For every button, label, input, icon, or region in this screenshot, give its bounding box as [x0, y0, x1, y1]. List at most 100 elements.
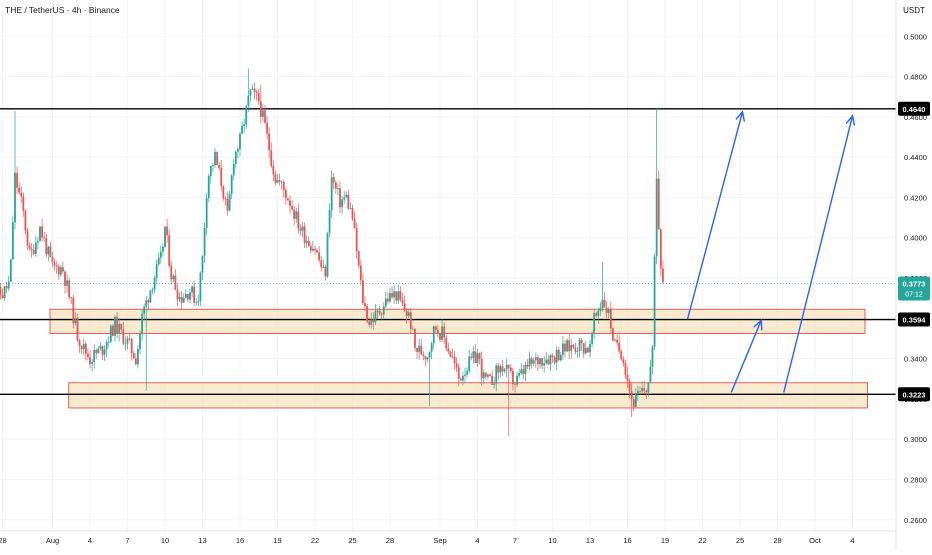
- candle-body: [366, 306, 368, 322]
- candle-body: [368, 321, 371, 325]
- candle-body: [580, 340, 583, 344]
- arrow-shaft: [686, 111, 744, 320]
- candle-body: [178, 297, 181, 300]
- x-tick-label: 25: [348, 536, 356, 545]
- candle-body: [639, 391, 641, 392]
- candle-body: [401, 299, 404, 304]
- x-tick-label: 25: [736, 536, 744, 545]
- candle-body: [549, 355, 552, 365]
- candle-body: [634, 394, 637, 407]
- candle-body: [193, 286, 196, 303]
- x-tick-label: 7: [125, 536, 129, 545]
- candle-body: [564, 343, 566, 352]
- candle-body: [653, 256, 656, 347]
- candle-body: [403, 303, 406, 311]
- price-axis[interactable]: USDT 0.26000.28000.30000.32000.34000.360…: [895, 0, 927, 550]
- candle-body: [626, 374, 629, 382]
- chart-title: THE / TetherUS · 4h · Binance: [5, 5, 120, 15]
- candle-body: [537, 357, 539, 365]
- candle-body: [345, 194, 348, 198]
- candle-body: [93, 349, 96, 363]
- candle-body: [426, 357, 429, 360]
- candle-body: [418, 345, 421, 352]
- candle-body: [157, 257, 160, 265]
- candle-body: [359, 265, 362, 281]
- candle-body: [207, 176, 210, 199]
- candle-body: [570, 344, 573, 352]
- candle-body: [405, 310, 408, 317]
- candle-body: [493, 383, 496, 385]
- candle-body: [439, 333, 441, 340]
- candle-body: [643, 388, 646, 391]
- candle-body: [128, 338, 131, 340]
- candle-body: [341, 199, 343, 208]
- candle-body: [659, 229, 662, 269]
- candle-body: [201, 255, 204, 273]
- candle-body: [630, 391, 633, 400]
- candle-body: [491, 375, 493, 385]
- candle-body: [566, 340, 568, 352]
- candle-body: [647, 382, 650, 393]
- candle-body: [434, 326, 437, 330]
- candle-body: [53, 262, 56, 266]
- candle-body: [470, 356, 473, 358]
- candle-body: [530, 358, 533, 364]
- candle-body: [616, 339, 618, 343]
- candle-body: [414, 328, 416, 348]
- candle-body: [497, 365, 500, 373]
- candle-body: [212, 165, 214, 167]
- candle-body: [568, 340, 571, 352]
- y-tick-label: 0.5000: [904, 32, 927, 41]
- arrow-shaft: [783, 115, 854, 393]
- candle-body: [382, 306, 385, 315]
- candle-body: [307, 240, 310, 247]
- candle-body: [5, 286, 8, 289]
- candle-body: [364, 303, 366, 307]
- last-price-label: 0.3773: [903, 279, 926, 288]
- candle-body: [214, 151, 216, 166]
- candle-body: [257, 93, 260, 102]
- candle-body: [14, 172, 16, 223]
- candle-body: [559, 354, 562, 361]
- candle-body: [522, 369, 525, 375]
- candle-body: [276, 180, 279, 183]
- candle-body: [289, 200, 291, 207]
- candle-body: [97, 348, 100, 354]
- candle-body: [114, 316, 116, 336]
- candle-body: [528, 358, 531, 367]
- candle-body: [499, 366, 502, 373]
- candle-body: [389, 293, 391, 302]
- candle-body: [593, 313, 596, 333]
- candle-body: [582, 343, 585, 354]
- candle-body: [255, 91, 258, 94]
- candle-body: [259, 101, 262, 117]
- candle-body: [176, 289, 179, 300]
- candle-body: [524, 364, 527, 375]
- candle-body: [453, 356, 456, 364]
- candle-body: [28, 245, 31, 249]
- candle-body: [91, 362, 93, 364]
- candle-body: [534, 357, 537, 361]
- candle-body: [622, 359, 625, 364]
- candle-body: [541, 358, 543, 366]
- candle-body: [124, 343, 127, 345]
- candle-body: [0, 286, 2, 295]
- candle-body: [618, 342, 621, 352]
- candle-body: [584, 347, 587, 354]
- candle-body: [412, 328, 414, 330]
- candle-body: [482, 372, 485, 379]
- candle-body: [197, 301, 200, 303]
- candle-body: [218, 165, 221, 168]
- candle-body: [70, 297, 73, 299]
- candles: [0, 68, 664, 437]
- candle-countdown: 07:12: [905, 291, 923, 298]
- candle-body: [209, 165, 212, 177]
- candle-body: [416, 347, 418, 352]
- candle-body: [574, 347, 577, 352]
- candle-body: [182, 298, 185, 303]
- time-axis[interactable]: 28 Aug 4 7 10 13 16 19 22 25 28 Sep 4 7 10 13 16 19 22 25 28…: [0, 530, 896, 545]
- y-tick-label: 0.4400: [904, 153, 927, 162]
- candle-body: [301, 226, 304, 231]
